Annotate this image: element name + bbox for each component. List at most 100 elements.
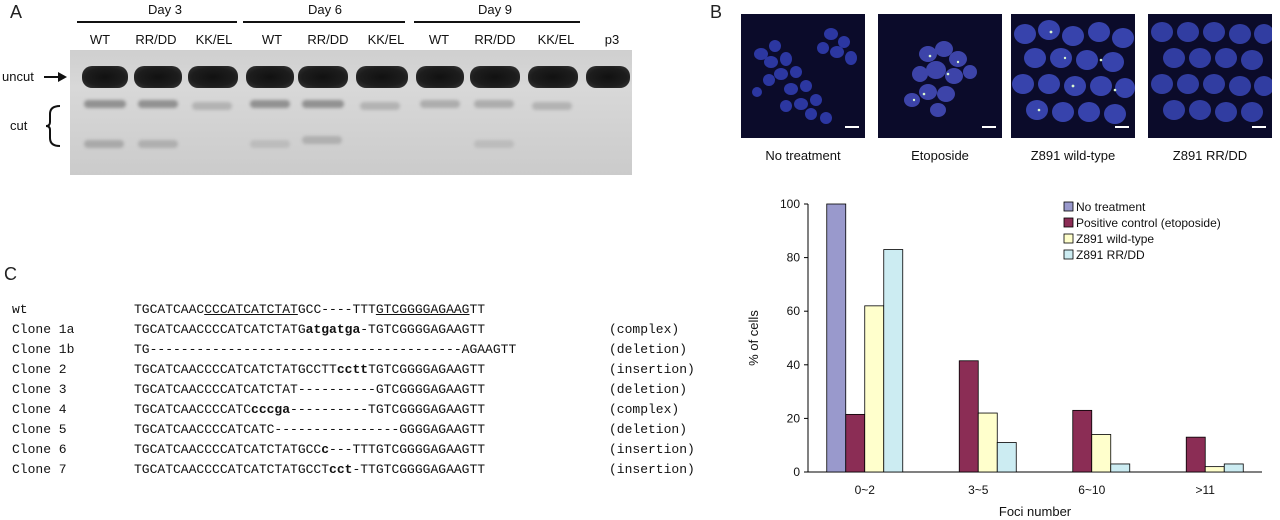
clone-name: Clone 2 [12,362,67,377]
uncut-band [246,66,294,88]
bracket-icon [46,105,61,147]
panel-a-gel-figure: Day 3 Day 6 Day 9 WT RR/DD KK/EL WT RR/D… [0,0,700,190]
micrograph-caption: Z891 RR/DD [1172,148,1248,163]
sequence-segment: GTCGGGGAGAAG [375,302,470,317]
cut-label: cut [10,118,28,133]
mutation-type: (insertion) [609,462,695,477]
micrograph-caption: Z891 wild-type [1030,148,1116,163]
cut-band [474,140,514,148]
day-underline [77,21,237,23]
bar [996,442,1017,473]
legend-swatch [1063,233,1074,244]
bar [1185,436,1206,473]
lane-label: RR/DD [135,32,177,47]
clone-name: Clone 3 [12,382,67,397]
day-underline [243,21,405,23]
cut-band [302,136,342,144]
panel-label-a: A [10,2,23,22]
bar [958,360,979,473]
micrograph-z891-wild-type [1011,14,1135,138]
sequence-segment: TGCATCAACCCCATCATCTATGCC [134,442,322,457]
legend-swatch [1063,249,1074,260]
cut-band [192,102,232,110]
lane-label: KK/EL [537,32,575,47]
micrograph-caption: No treatment [765,148,841,163]
uncut-band [470,66,520,88]
sequence-segment: TGCATCAACCCCATCATC----------------GGGGAG… [134,422,486,437]
sequence-segment: GCC----TTT [297,302,376,317]
sequence-segment: TGCATCAACCCCATCATCTAT----------GTCGGGGAG… [134,382,486,397]
x-tick-label: >11 [1196,483,1216,497]
uncut-band [134,66,182,88]
bar [1110,463,1131,473]
sequence-segment: atgatga [305,322,361,337]
day-label: Day 3 [148,2,182,17]
legend-entry: No treatment [1076,200,1146,214]
y-tick-label: 0 [793,465,800,479]
y-tick-label: 40 [787,358,801,372]
uncut-band [586,66,630,88]
uncut-label: uncut [2,69,34,84]
sequence-segment: TGCATCAACCCCATCATCTATGCCT [134,462,330,477]
sequence-segment: -TGTCGGGGAGAAGTT [360,322,486,337]
clone-name: Clone 1b [12,342,75,357]
sequence-segment: ---TTTGTCGGGGAGAAGTT [329,442,486,457]
cut-band [84,140,124,148]
sequence-text: TGCATCAACCCCATCATCTATGCCTTccttTGTCGGGGAG… [134,360,485,380]
bar [1091,434,1112,473]
sequence-text: TGCATCAACCCCATCATCTATGCC----TTTGTCGGGGAG… [134,300,485,320]
cut-band [302,100,344,108]
cut-band [474,100,514,108]
bar [1223,463,1244,473]
gel-image [70,50,632,175]
lane-label: KK/EL [195,32,233,47]
lane-label: p3 [604,32,620,47]
legend-entry: Z891 wild-type [1076,232,1154,246]
uncut-band [188,66,238,88]
y-tick-label: 100 [780,197,800,211]
micrograph-caption: Etoposide [911,148,969,163]
sequence-segment: cccga [251,402,291,417]
panel-label-c: C [4,264,17,284]
sequence-text: TGCATCAACCCCATCcccga----------TGTCGGGGAG… [134,400,485,420]
sequence-segment: cct [329,462,353,477]
clone-name: Clone 5 [12,422,67,437]
x-axis-label: Foci number [999,504,1072,519]
mutation-type: (deletion) [609,342,688,357]
sequence-segment: TGTCGGGGAGAAGTT [368,362,486,377]
cut-band [250,140,290,148]
cut-band [250,100,290,108]
uncut-band [528,66,578,88]
uncut-band [356,66,408,88]
micrograph-etoposide [878,14,1002,138]
y-tick-label: 20 [787,411,801,425]
mutation-type: (complex) [609,402,680,417]
day-label: Day 9 [478,2,512,17]
sequence-segment: TGCATCAACCCCATCATCTATG [134,322,306,337]
mutation-type: (complex) [609,322,680,337]
uncut-band [298,66,348,88]
sequence-text: TGCATCAACCCCATCATCTATGCCTcct-TTGTCGGGGAG… [134,460,485,480]
cut-band [138,100,178,108]
bar [1204,466,1225,473]
y-tick-label: 60 [787,304,801,318]
legend-entry: Z891 RR/DD [1076,248,1145,262]
sequence-segment: TGCATCAAC [134,302,205,317]
mutation-type: (deletion) [609,422,688,437]
lane-label: WT [428,32,450,47]
day-label: Day 6 [308,2,342,17]
x-tick-label: 6~10 [1078,483,1105,497]
cut-band [138,140,178,148]
sequence-segment: -TTGTCGGGGAGAAGTT [352,462,486,477]
lane-label: RR/DD [474,32,516,47]
clone-name: wt [12,302,28,317]
bar [845,413,866,473]
uncut-band [82,66,128,88]
foci-bar-chart: 0 20 40 60 80 100 % of cells Foci number 0~2 3~5 6… [746,197,1262,519]
sequence-segment: TGCATCAACCCCATC [134,402,252,417]
sequence-segment: ----------TGTCGGGGAGAAGTT [290,402,486,417]
mutation-type: (insertion) [609,442,695,457]
cut-band [420,100,460,108]
sequence-segment: cctt [336,362,369,377]
sequence-segment: TT [469,302,486,317]
